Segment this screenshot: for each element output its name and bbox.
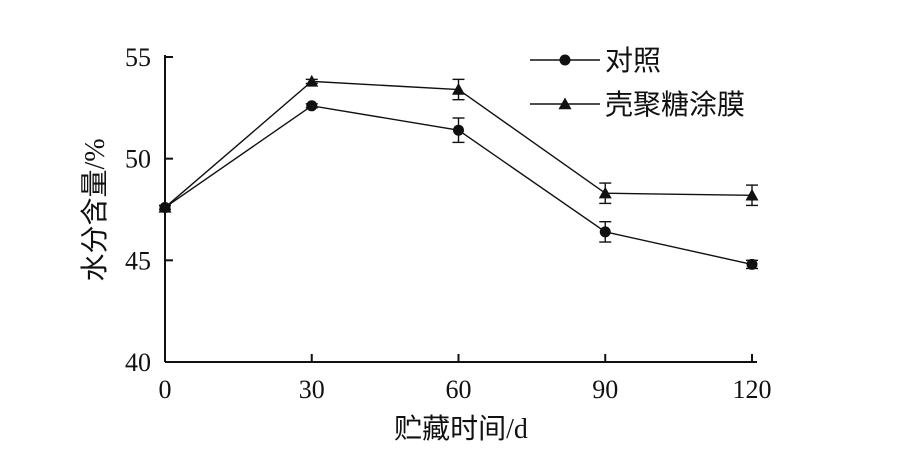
data-point bbox=[452, 83, 465, 95]
data-point bbox=[306, 100, 318, 112]
data-point bbox=[745, 188, 759, 201]
data-point bbox=[598, 186, 612, 199]
y-axis-title: 水分含量/% bbox=[79, 138, 111, 281]
legend-marker bbox=[559, 54, 571, 66]
legend-label: 对照 bbox=[605, 45, 661, 77]
series-2 bbox=[158, 74, 759, 213]
x-tick-label: 0 bbox=[159, 375, 172, 404]
x-axis-title: 贮藏时间/d bbox=[394, 413, 528, 445]
y-tick-label: 40 bbox=[125, 348, 151, 377]
y-tick-label: 55 bbox=[125, 43, 151, 72]
data-point bbox=[305, 74, 319, 87]
series-layer bbox=[158, 74, 759, 270]
data-point bbox=[599, 226, 611, 238]
x-tick-label: 60 bbox=[446, 375, 472, 404]
legend-item: 壳聚糖涂膜 bbox=[530, 89, 745, 121]
series-1 bbox=[159, 100, 758, 270]
y-tick-label: 45 bbox=[125, 246, 151, 275]
y-tick-label: 50 bbox=[125, 145, 151, 174]
data-point bbox=[746, 258, 758, 270]
tick-labels: 0 30 60 90 120 40 45 50 55 bbox=[125, 43, 772, 404]
data-point bbox=[453, 124, 464, 136]
x-tick-label: 90 bbox=[592, 375, 618, 404]
legend-label: 壳聚糖涂膜 bbox=[605, 89, 745, 121]
data-point bbox=[158, 200, 172, 213]
legend-item: 对照 bbox=[530, 45, 661, 77]
x-tick-label: 120 bbox=[733, 375, 772, 404]
legend-marker bbox=[558, 97, 572, 110]
tick-marks bbox=[164, 56, 753, 363]
x-tick-label: 30 bbox=[299, 375, 325, 404]
